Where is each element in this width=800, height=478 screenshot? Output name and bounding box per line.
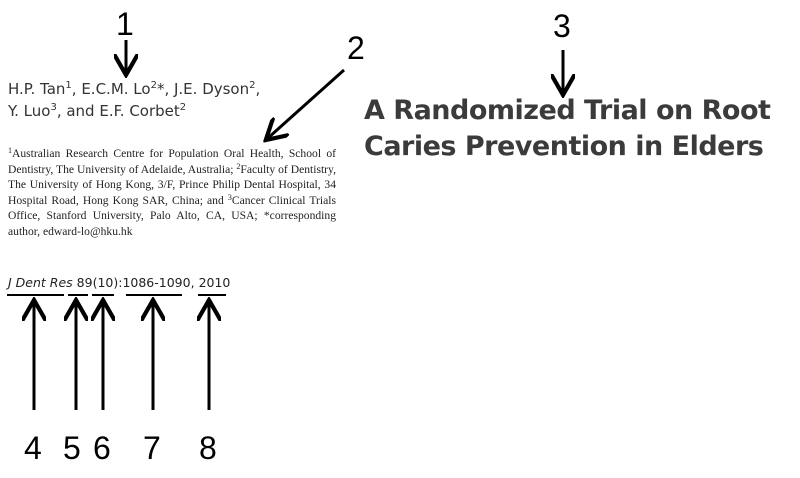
affiliation-text: Australian Research Centre for Populatio… [8,147,336,176]
issue-number: (10) [92,275,119,290]
affiliation-superscript: 1 [65,80,72,91]
paper-title: A Randomized Trial on Root Caries Preven… [364,93,794,165]
callout-number-1: 1 [116,6,134,42]
arrow-2 [268,68,346,138]
author-name: *, J.E. Dyson [156,80,250,98]
authors-block: H.P. Tan1, E.C.M. Lo2*, J.E. Dyson2, Y. … [8,78,338,122]
affiliation-superscript: 2 [236,161,241,171]
author-name: Y. Luo [8,102,51,120]
author-name: H.P. Tan [8,80,66,98]
title-line-1: A Randomized Trial on Root [364,95,771,126]
authors-line-1: H.P. Tan1, E.C.M. Lo2*, J.E. Dyson2, [8,78,338,100]
authors-line-2: Y. Luo3, and E.F. Corbet2 [8,100,338,122]
affiliation-superscript: 3 [50,102,57,113]
affiliation-superscript: 2 [150,80,157,91]
affiliations-paragraph: 1Australian Research Centre for Populati… [8,146,336,239]
callout-number-5: 5 [63,430,81,466]
title-line-2: Caries Prevention in Elders [364,131,764,162]
author-separator: , [255,80,261,98]
callout-number-3: 3 [553,8,571,44]
affiliation-superscript: 1 [8,146,12,155]
publication-year: 2010 [198,275,231,290]
callout-number-7: 7 [143,430,161,466]
page-range: :1086-1090 [118,275,191,290]
callout-number-2: 2 [347,30,365,66]
callout-number-4: 4 [24,430,42,466]
author-name: , E.C.M. Lo [71,80,151,98]
citation-line: J Dent Res 89(10):1086-1090, 2010 [8,274,230,294]
citation-separator: , [190,275,195,290]
affiliation-text: Faculty of Dentistry, The University of … [8,162,336,207]
callout-number-8: 8 [199,430,217,466]
volume-number: 89 [76,275,93,290]
callout-number-6: 6 [93,430,111,466]
affiliation-superscript: 3 [227,192,232,202]
journal-name: J Dent Res [8,275,73,290]
author-name: , and E.F. Corbet [56,102,180,120]
affiliation-superscript: 2 [249,80,256,91]
affiliation-text: Cancer Clinical Trials Office, Stanford … [8,193,336,238]
affiliation-superscript: 2 [179,102,187,113]
